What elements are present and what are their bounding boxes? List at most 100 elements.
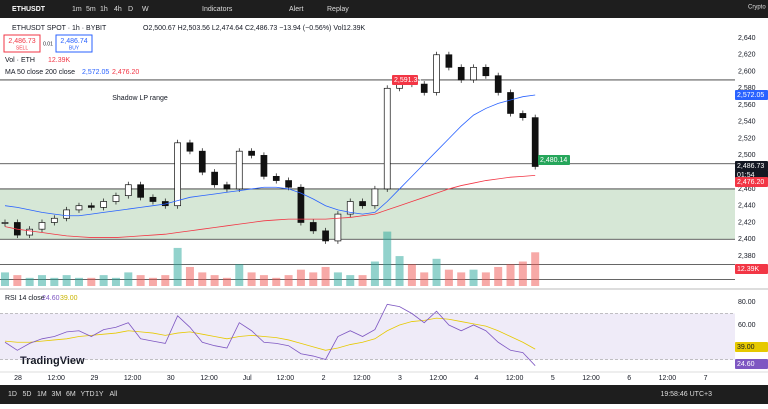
volume-bar — [25, 277, 34, 286]
price-axis — [735, 18, 768, 385]
interval-button[interactable]: D — [128, 6, 133, 13]
ma50-value: 2,572.05 — [82, 69, 109, 76]
volume-bar — [296, 269, 305, 286]
candle-body — [248, 150, 255, 156]
interval-button[interactable]: 5m — [86, 6, 96, 13]
candle-body — [124, 184, 132, 196]
ma50-tag: 2,572.05 — [737, 92, 764, 99]
clock: 19:58:46 UTC+3 — [660, 391, 712, 398]
candle-body — [87, 205, 95, 208]
y-tick-label: 2,440 — [738, 203, 756, 210]
y-tick-label: 2,500 — [738, 152, 756, 159]
volume-bar — [383, 231, 392, 286]
vol-label: Vol · ETH — [5, 57, 35, 64]
candle-body — [531, 117, 539, 167]
volume-bar — [531, 252, 540, 286]
volume-bar — [333, 272, 342, 286]
candle-body — [371, 188, 379, 207]
candle-body — [223, 184, 231, 190]
spread: 0.01 — [43, 41, 53, 47]
volume-bar — [173, 247, 182, 286]
volume-bar — [494, 266, 503, 286]
candle-body — [285, 180, 292, 188]
range-button[interactable]: All — [110, 391, 118, 398]
candle-body — [198, 150, 206, 173]
candle-body — [519, 113, 527, 119]
volume-bar — [407, 264, 416, 286]
volume-bar — [124, 272, 133, 286]
y-tick-label: 2,540 — [738, 119, 756, 126]
candle-body — [38, 222, 46, 230]
time-label: 12:00 — [47, 375, 65, 382]
volume-bar — [87, 277, 96, 286]
rsi-band — [0, 313, 735, 360]
time-label: 12:00 — [124, 375, 142, 382]
rsi-tag: 24.60 — [737, 361, 755, 368]
indicators-button[interactable]: Indicators — [202, 6, 233, 13]
y-tick-label: 2,380 — [738, 253, 756, 260]
volume-bar — [247, 272, 256, 286]
alert-button[interactable]: Alert — [289, 6, 303, 13]
sell-price: 2,486.73 — [8, 38, 35, 45]
candle-body — [272, 176, 280, 181]
legend-ohlc: O2,500.67 H2,503.56 L2,474.64 C2,486.73 … — [143, 25, 366, 32]
time-label: 12:00 — [582, 375, 600, 382]
time-label: 30 — [167, 375, 175, 382]
candle-body — [334, 213, 342, 242]
interval-button[interactable]: 1h — [100, 6, 108, 13]
legend-title: ETHUSDT SPOT · 1h · BYBIT — [12, 25, 107, 32]
rsi-tag-bg — [735, 359, 768, 369]
buy-button[interactable] — [55, 34, 93, 53]
zone — [0, 188, 735, 240]
ma-label: MA 50 close 200 close — [5, 69, 75, 76]
candle-body — [322, 230, 329, 242]
volume-bar — [222, 277, 231, 286]
y-tick-label: 2,560 — [738, 102, 756, 109]
sell-label: SELL — [16, 45, 28, 51]
symbol[interactable]: ETHUSDT — [12, 6, 46, 13]
candle-body — [186, 142, 194, 152]
candle-body — [100, 201, 107, 208]
candle-body — [26, 228, 34, 236]
replay-button[interactable]: Replay — [327, 6, 349, 13]
range-button[interactable]: 1D — [8, 391, 17, 398]
range-button[interactable]: 1M — [37, 391, 47, 398]
time-label: 12:00 — [353, 375, 371, 382]
time-label: 6 — [627, 375, 631, 382]
volume-bar — [148, 277, 157, 286]
time-label: 12:00 — [506, 375, 524, 382]
range-button[interactable]: 6M — [66, 391, 76, 398]
market[interactable]: Crypto — [748, 5, 766, 11]
range-button[interactable]: 5D — [23, 391, 32, 398]
ma200-tag-bg — [735, 177, 768, 187]
candle-body — [174, 142, 181, 207]
interval-button[interactable]: 4h — [114, 6, 122, 13]
volume-bar — [185, 266, 194, 286]
sell-button[interactable] — [3, 34, 41, 53]
rsi-ma-tag-bg — [735, 342, 768, 352]
interval-button[interactable]: 1m — [72, 6, 82, 13]
marker-green-bg — [538, 155, 570, 165]
volume-bar — [395, 256, 404, 286]
interval-button[interactable]: W — [142, 6, 149, 13]
candle-body — [137, 184, 144, 198]
marker-green: 2,480.14 — [540, 157, 567, 164]
y-tick-label: 2,620 — [738, 52, 756, 59]
volume-bar — [99, 275, 108, 286]
time-label: 4 — [474, 375, 478, 382]
range-button[interactable]: 1Y — [95, 391, 104, 398]
candle-body — [359, 201, 366, 207]
rsi-tick-label: 80.00 — [738, 299, 756, 306]
range-button[interactable]: 3M — [52, 391, 62, 398]
buy-label: BUY — [69, 45, 80, 51]
volume-bar — [420, 272, 429, 286]
volume-bar — [74, 277, 83, 286]
candle-body — [445, 54, 453, 68]
y-tick-label: 2,420 — [738, 219, 756, 226]
range-button[interactable]: YTD — [81, 391, 95, 398]
ma50-tag-bg — [735, 90, 768, 100]
volume-bar — [346, 275, 355, 286]
volume-bar — [136, 275, 145, 286]
last-price-tag: 2,486.73 — [737, 163, 764, 170]
